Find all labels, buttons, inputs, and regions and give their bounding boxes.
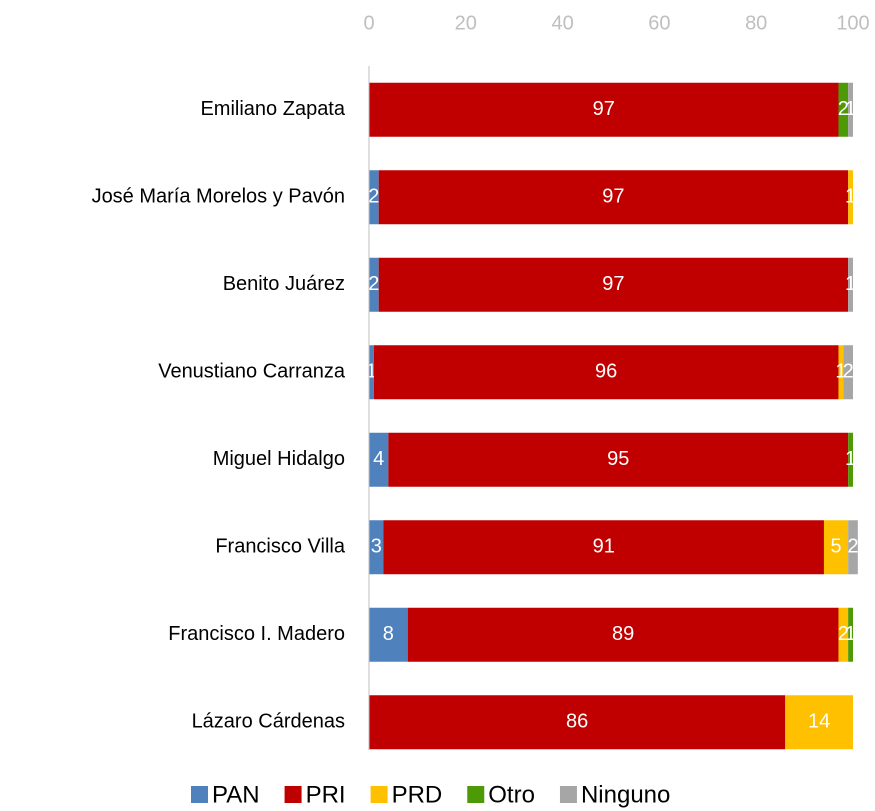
legend-swatch xyxy=(370,786,388,803)
data-label: 2 xyxy=(843,361,854,383)
bar-segment xyxy=(378,170,849,225)
bar-segment xyxy=(383,520,824,575)
y-tick-label: Venustiano Carranza xyxy=(158,361,346,383)
data-label: 86 xyxy=(566,711,588,733)
bar-segment xyxy=(848,257,853,312)
bar-segment xyxy=(369,520,384,575)
x-tick-label: 100 xyxy=(836,12,869,34)
data-label: 5 xyxy=(830,536,841,558)
bar-segment xyxy=(369,432,389,487)
y-tick-label: Emiliano Zapata xyxy=(200,98,345,120)
bar-segment xyxy=(369,170,379,225)
legend-label: PRI xyxy=(306,781,346,808)
bar-segment xyxy=(838,345,844,400)
data-label: 2 xyxy=(368,186,379,208)
bar-segment xyxy=(823,520,849,575)
bar-segment xyxy=(848,432,853,487)
data-label: 95 xyxy=(607,448,629,470)
bar-segment xyxy=(369,607,408,662)
x-tick-label: 20 xyxy=(455,12,477,34)
legend-label: Otro xyxy=(488,781,535,808)
data-label: 14 xyxy=(808,711,830,733)
data-label: 1 xyxy=(845,186,856,208)
x-tick-label: 60 xyxy=(648,12,670,34)
y-tick-label: Francisco I. Madero xyxy=(168,623,345,645)
bar-segment xyxy=(373,345,839,400)
data-label: 97 xyxy=(593,98,615,120)
legend-swatch xyxy=(191,786,208,803)
x-tick-label: 0 xyxy=(363,12,374,34)
bar-segment xyxy=(848,607,853,662)
bar-segment xyxy=(378,257,849,312)
data-label: 2 xyxy=(838,623,849,645)
bar-segment xyxy=(843,345,853,400)
legend-swatch xyxy=(284,786,302,803)
bar-segment xyxy=(848,170,853,225)
data-label: 1 xyxy=(845,448,856,470)
y-tick-label: Francisco Villa xyxy=(215,536,346,558)
data-label: 2 xyxy=(847,536,858,558)
data-label: 91 xyxy=(593,536,615,558)
data-label: 96 xyxy=(595,361,617,383)
legend-label: PAN xyxy=(212,781,260,808)
data-label: 1 xyxy=(835,361,846,383)
legend-swatch xyxy=(559,786,577,803)
bar-segment xyxy=(369,257,379,312)
data-label: 97 xyxy=(602,186,624,208)
data-label: 89 xyxy=(612,623,634,645)
legend-swatch xyxy=(467,786,485,803)
data-label: 97 xyxy=(602,273,624,295)
y-tick-label: José María Morelos y Pavón xyxy=(92,186,345,208)
y-tick-label: Miguel Hidalgo xyxy=(213,448,345,470)
legend-label: PRD xyxy=(392,781,443,808)
x-tick-label: 80 xyxy=(745,12,767,34)
y-tick-label: Benito Juárez xyxy=(223,273,345,295)
bar-segment xyxy=(838,82,849,137)
data-label: 3 xyxy=(371,536,382,558)
data-label: 1 xyxy=(366,361,377,383)
data-label: 1 xyxy=(845,98,856,120)
data-label: 2 xyxy=(368,273,379,295)
bar-segment xyxy=(848,82,853,137)
x-tick-label: 40 xyxy=(551,12,573,34)
data-label: 2 xyxy=(838,98,849,120)
bar-segment xyxy=(388,432,849,487)
bar-segment xyxy=(369,82,839,137)
bar-segment xyxy=(407,607,839,662)
bar-segment xyxy=(848,520,858,575)
y-tick-label: Lázaro Cárdenas xyxy=(192,711,345,733)
legend-label: Ninguno xyxy=(581,781,670,808)
bar-segment xyxy=(785,695,853,750)
data-label: 1 xyxy=(845,273,856,295)
data-label: 8 xyxy=(383,623,394,645)
bar-segment xyxy=(838,607,849,662)
bar-segment xyxy=(369,345,374,400)
data-label: 4 xyxy=(373,448,384,470)
data-label: 1 xyxy=(845,623,856,645)
bar-segment xyxy=(369,695,786,750)
